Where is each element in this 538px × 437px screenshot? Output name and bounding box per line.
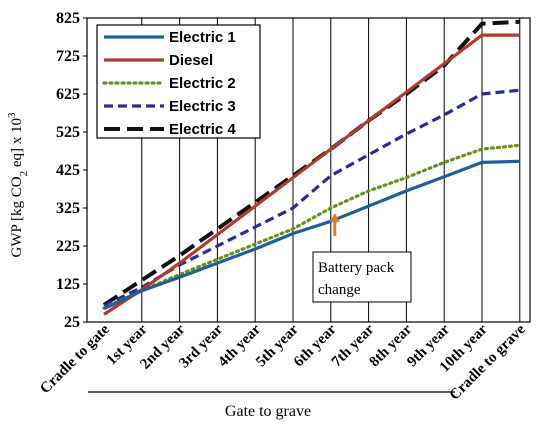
legend-label: Electric 1 bbox=[169, 29, 236, 46]
series-line-electric-1 bbox=[103, 159, 520, 311]
y-tick-label: 125 bbox=[56, 276, 80, 293]
y-axis-label: GWP [kg CO2 eq] x 103 bbox=[6, 112, 30, 258]
y-tick-label: 825 bbox=[56, 10, 80, 27]
y-tick-label: 225 bbox=[56, 238, 80, 255]
y-tick-label: 325 bbox=[56, 200, 80, 217]
y-tick-label: 625 bbox=[56, 86, 80, 103]
legend-label: Diesel bbox=[169, 52, 213, 69]
legend-label: Electric 4 bbox=[169, 121, 236, 138]
y-tick-label: 25 bbox=[64, 314, 80, 331]
annotation-text-line2: change bbox=[318, 282, 361, 298]
group-label: Gate to grave bbox=[225, 403, 311, 420]
series-line-diesel bbox=[103, 33, 520, 316]
annotation-arrowhead bbox=[329, 213, 340, 222]
annotation-text-line1: Battery pack bbox=[318, 260, 395, 276]
y-tick-label: 425 bbox=[56, 162, 80, 179]
legend-label: Electric 3 bbox=[169, 98, 236, 115]
plot-area: 25 125 225 325 425 525 625 725 825 Cradle to gate… bbox=[37, 10, 531, 404]
y-tick-label: 725 bbox=[56, 48, 80, 65]
x-tick-label: Cradle to gate bbox=[37, 321, 113, 397]
y-tick-label: 525 bbox=[56, 124, 80, 141]
annotation-box bbox=[312, 251, 412, 303]
series-line-electric-2 bbox=[102, 143, 522, 310]
legend-label: Electric 2 bbox=[169, 75, 236, 92]
